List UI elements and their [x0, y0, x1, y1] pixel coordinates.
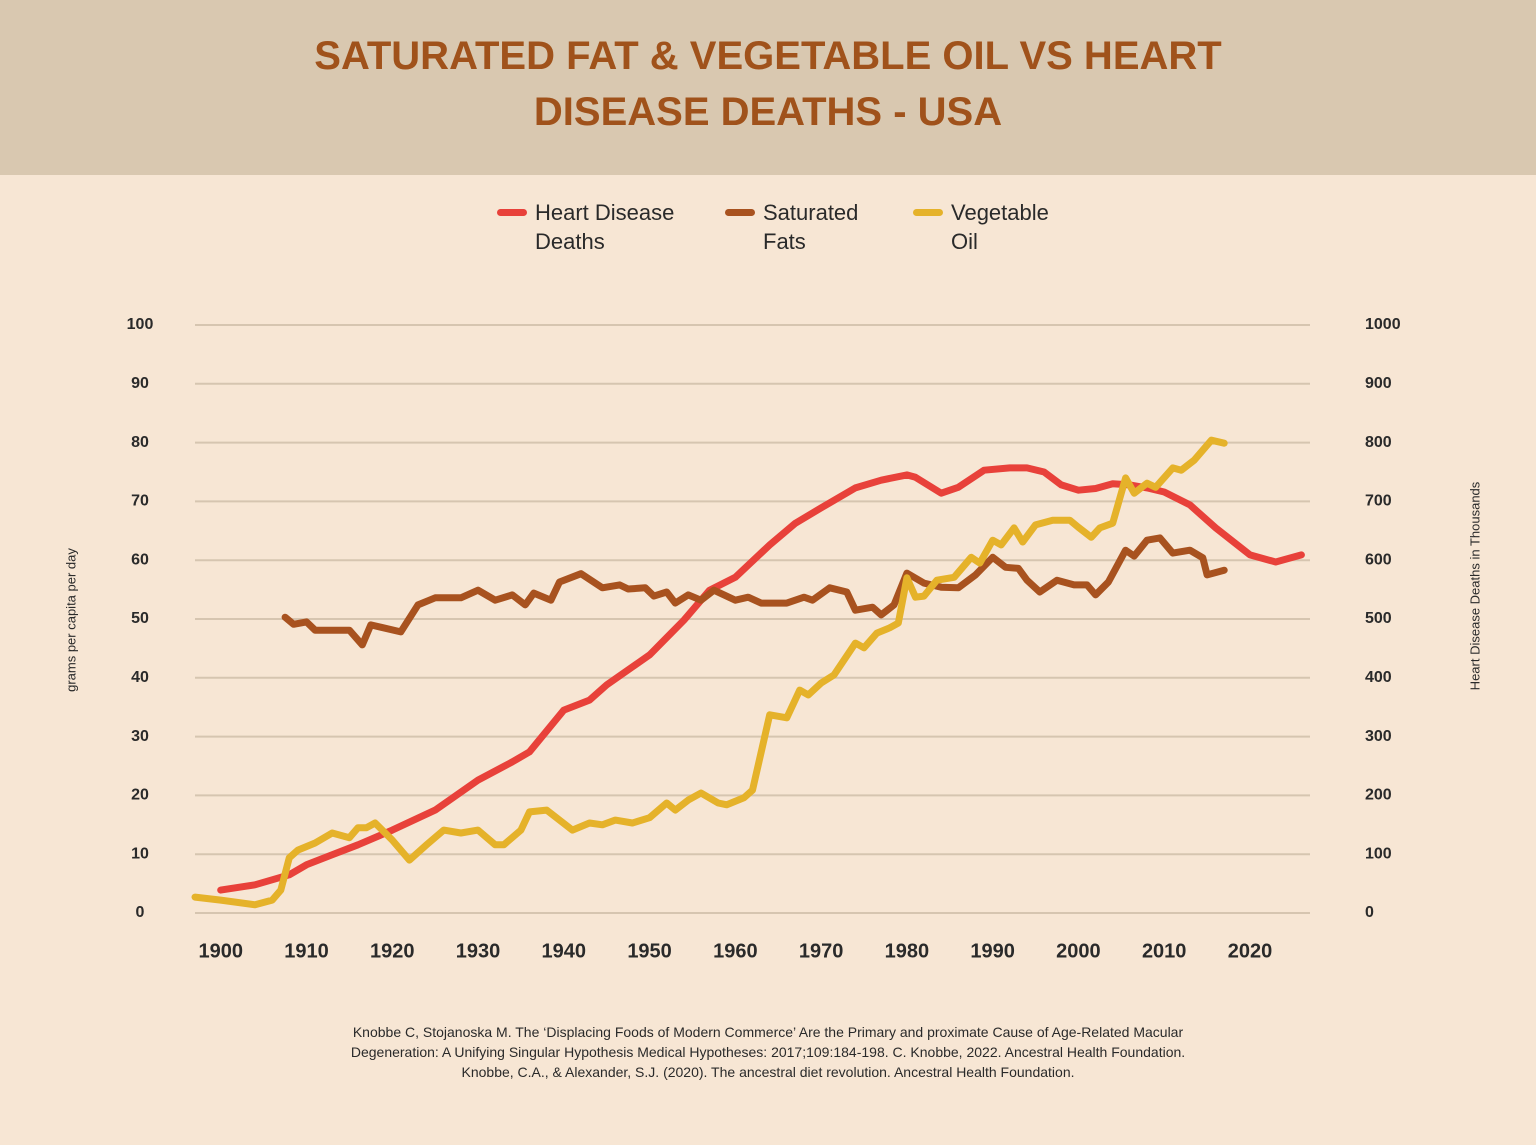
y-tick-label: 0 [136, 904, 145, 921]
y2-tick-label: 100 [1365, 845, 1392, 862]
legend-item: Heart Disease Deaths [497, 198, 685, 256]
y2-axis-label: Heart Disease Deaths in Thousands [1467, 481, 1482, 690]
header-band [0, 0, 1536, 175]
x-tick-label: 1900 [198, 940, 243, 962]
y-axis-label: grams per capita per day [63, 548, 78, 692]
legend: Heart Disease Deaths Saturated Fats Vegeta… [497, 198, 1061, 256]
legend-label: Heart Disease Deaths [535, 200, 675, 254]
source-line: Knobbe C, Stojanoska M. The ‘Displacing … [352, 1024, 1184, 1040]
y2-tick-label: 700 [1365, 493, 1392, 510]
y2-tick-label: 0 [1365, 904, 1374, 921]
series-line [191, 436, 1228, 909]
x-tick-label: 1910 [284, 940, 329, 962]
legend-swatch [725, 209, 755, 216]
y-tick-label: 30 [131, 728, 149, 745]
x-tick-label: 1960 [713, 940, 758, 962]
legend-swatch [913, 209, 943, 216]
legend-item: Vegetable Oil [913, 198, 1061, 256]
source-line: Knobbe, C.A., & Alexander, S.J. (2020). … [461, 1064, 1075, 1080]
y2-tick-label: 800 [1365, 434, 1392, 451]
x-tick-label: 2010 [1142, 940, 1187, 962]
legend-swatch [497, 209, 527, 216]
y-tick-label: 10 [131, 845, 149, 862]
y-tick-label: 100 [127, 316, 154, 333]
x-tick-label: 2000 [1056, 940, 1101, 962]
y-tick-label: 70 [131, 493, 149, 510]
x-tick-label: 1950 [627, 940, 672, 962]
x-tick-label: 1930 [456, 940, 501, 962]
y-tick-label: 20 [131, 787, 149, 804]
chart-title: SATURATED FAT & VEGETABLE OIL VS HEART D… [314, 34, 1222, 134]
y2-tick-label: 300 [1365, 728, 1392, 745]
x-tick-label: 1970 [799, 940, 844, 962]
series-line [281, 534, 1228, 649]
y2-tick-label: 900 [1365, 375, 1392, 392]
y-tick-label: 60 [131, 551, 149, 568]
legend-label: Vegetable Oil [951, 200, 1049, 254]
y-tick-label: 50 [131, 610, 149, 627]
y2-tick-label: 200 [1365, 787, 1392, 804]
x-tick-label: 1980 [885, 940, 930, 962]
y-tick-label: 90 [131, 375, 149, 392]
y2-tick-label: 500 [1365, 610, 1392, 627]
legend-item: Saturated Fats [725, 198, 873, 256]
y-tick-label: 80 [131, 434, 149, 451]
legend-label: Saturated Fats [763, 200, 859, 254]
source-line: Degeneration: A Unifying Singular Hypoth… [350, 1044, 1186, 1060]
x-tick-label: 1940 [542, 940, 587, 962]
y2-tick-label: 600 [1365, 551, 1392, 568]
x-tick-label: 2020 [1228, 940, 1273, 962]
x-tick-label: 1920 [370, 940, 415, 962]
y-tick-label: 40 [131, 669, 149, 686]
x-tick-label: 1990 [970, 940, 1015, 962]
y2-tick-label: 1000 [1365, 316, 1401, 333]
y2-tick-label: 400 [1365, 669, 1392, 686]
source-note: Knobbe C, Stojanoska M. The ‘Displacing … [268, 1022, 1268, 1082]
